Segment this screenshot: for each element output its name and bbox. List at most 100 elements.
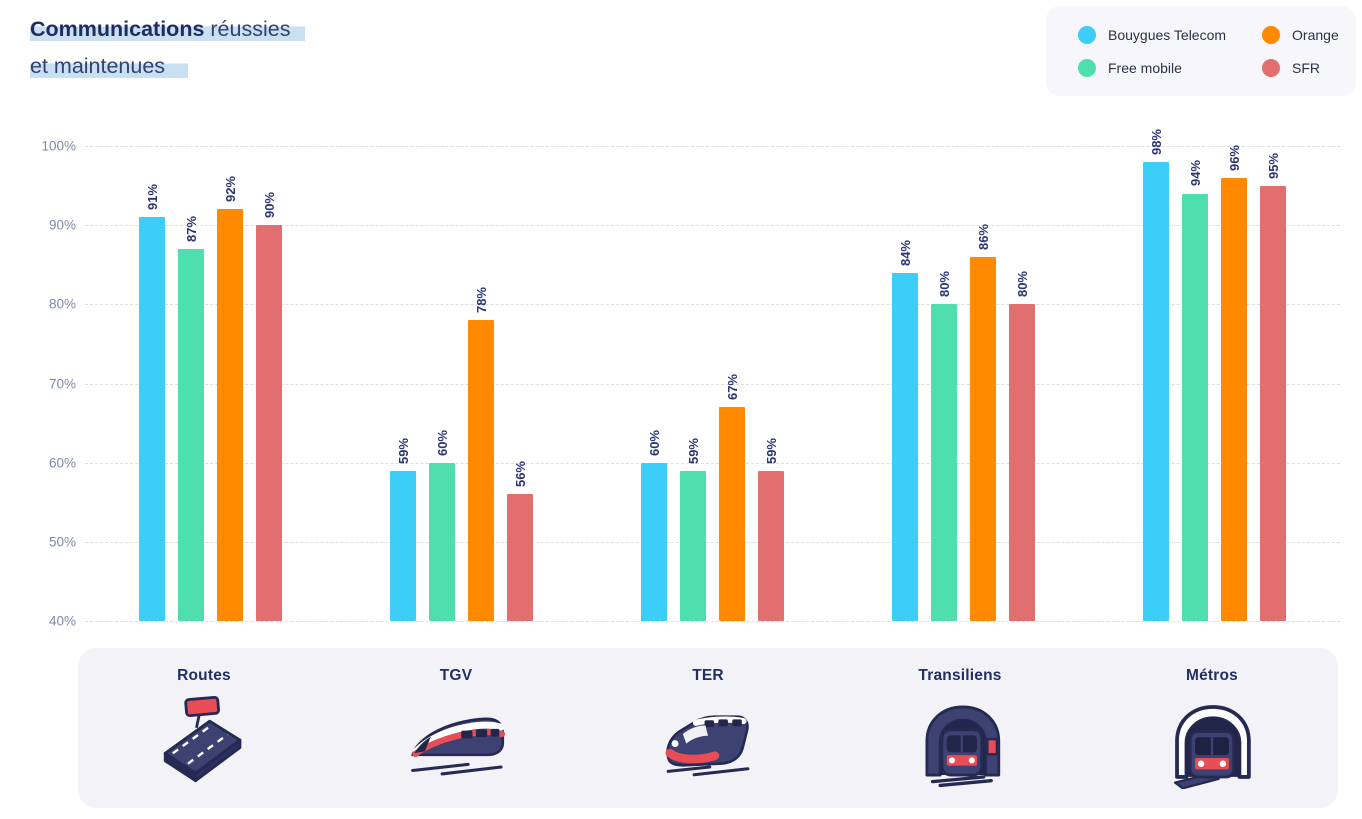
gridline [85, 146, 1340, 147]
bar-sfr: 90% [256, 192, 282, 621]
legend-item-free-mobile: Free mobile [1078, 58, 1226, 77]
legend-dot-orange [1262, 25, 1281, 44]
bar-rect [390, 470, 416, 621]
y-tick-label: 40% [48, 613, 76, 629]
legend-label: Free mobile [1108, 59, 1182, 76]
bar-free-mobile: 94% [1182, 160, 1208, 621]
bars: 91% 87% 92% 90% 59% 60% 78% 56% 60% 59% 67% 59% 84% 8… [85, 129, 1340, 621]
plot-area: 91% 87% 92% 90% 59% 60% 78% 56% 60% 59% 67% 59% 84% 8… [85, 129, 1340, 622]
legend-dot-free-mobile [1078, 58, 1096, 77]
category-label: TER [692, 667, 724, 684]
legend-dot-bouygues-telecom [1078, 25, 1096, 44]
bar-rect [1221, 177, 1247, 621]
bar-value-label: 80% [1014, 271, 1030, 298]
chart-title-line-2: et maintenues [30, 48, 305, 85]
y-tick-label: 100% [41, 138, 76, 154]
bar-orange: 86% [970, 224, 996, 621]
y-axis: 100% 90% 80% 70% 60% 50% 40% [14, 139, 76, 629]
y-tick-label: 50% [48, 534, 76, 550]
y-tick-label: 60% [48, 455, 76, 471]
gridline [85, 462, 1340, 464]
category-label: Transiliens [918, 667, 1002, 684]
bar-value-label: 87% [183, 215, 199, 242]
bar-rect [507, 494, 533, 621]
legend-label: Orange [1292, 26, 1339, 43]
bar-value-label: 59% [763, 437, 779, 464]
bar-value-label: 59% [395, 437, 411, 464]
bar-rect [1143, 161, 1169, 621]
legend-label: Bouygues Telecom [1108, 26, 1227, 43]
bar-value-label: 67% [724, 374, 740, 401]
bar-rect [680, 470, 706, 621]
legend-item-bouygues-telecom: Bouygues Telecom [1078, 25, 1227, 44]
gridline [85, 621, 1340, 622]
bar-orange: 78% [468, 287, 494, 621]
road-icon [163, 695, 242, 783]
bar-orange: 67% [719, 374, 745, 621]
bar-free-mobile: 87% [178, 216, 204, 621]
bar-value-label: 56% [512, 461, 528, 488]
bar-rect [931, 304, 957, 621]
category-transiliens: Transiliens [834, 667, 1086, 808]
bar-value-label: 78% [473, 287, 489, 314]
bar-bouygues-telecom: 59% [390, 438, 416, 621]
category-panel: Routes TGV [78, 648, 1338, 808]
legend-item-orange: Orange [1262, 25, 1339, 44]
bar-orange: 92% [217, 176, 243, 621]
bar-sfr: 56% [507, 461, 533, 621]
bar-free-mobile: 59% [680, 438, 706, 621]
bar-free-mobile: 80% [931, 271, 957, 621]
category-metros: Métros [1086, 667, 1338, 808]
bar-bouygues-telecom: 91% [139, 184, 165, 621]
chart-title-rest: réussies [204, 17, 291, 41]
bar-value-label: 80% [936, 271, 952, 298]
gridline [85, 541, 1340, 543]
legend-label: SFR [1292, 59, 1321, 76]
bar-value-label: 95% [1265, 152, 1281, 179]
chart-title-bold: Communications [30, 17, 205, 41]
bar-bouygues-telecom: 98% [1143, 129, 1169, 621]
bar-sfr: 59% [758, 438, 784, 621]
bar-group-m-tros: 98% 94% 96% 95% [1089, 129, 1340, 621]
bar-value-label: 98% [1148, 128, 1164, 155]
bar-value-label: 59% [685, 437, 701, 464]
bar-rect [468, 320, 494, 621]
bar-value-label: 90% [261, 192, 277, 219]
chart-title: Communications réussies et maintenues [30, 11, 306, 85]
bar-rect [1182, 193, 1208, 621]
legend-item-sfr: SFR [1262, 58, 1339, 77]
bar-bouygues-telecom: 84% [892, 240, 918, 621]
bar-sfr: 80% [1009, 271, 1035, 621]
bar-rect [178, 248, 204, 621]
y-tick-label: 80% [48, 296, 76, 312]
gridline [85, 383, 1340, 385]
chart-title-line-1: Communications réussies [30, 11, 306, 48]
bar-value-label: 60% [646, 429, 662, 456]
y-tick-label: 70% [48, 376, 76, 391]
legend-dot-sfr [1262, 58, 1281, 77]
legend: Bouygues Telecom Orange Free mobile SFR [1046, 6, 1356, 96]
bar-bouygues-telecom: 60% [641, 430, 667, 621]
bar-rect [256, 225, 282, 621]
bar-value-label: 84% [897, 239, 913, 266]
bar-rect [970, 256, 996, 621]
tgv-train-icon [411, 717, 505, 776]
gridline [85, 304, 1340, 306]
bar-value-label: 86% [975, 223, 991, 250]
transilien-tunnel-train-icon [925, 705, 1001, 788]
gridline [85, 225, 1340, 227]
bar-rect [719, 407, 745, 621]
category-label: Routes [177, 667, 231, 684]
bar-value-label: 96% [1226, 144, 1242, 171]
bar-rect [1260, 185, 1286, 621]
category-tgv: TGV [330, 667, 582, 808]
category-ter: TER [582, 667, 834, 808]
bar-group-transiliens: 84% 80% 86% 80% [838, 146, 1089, 621]
bar-free-mobile: 60% [429, 430, 455, 621]
y-tick-label: 90% [48, 217, 76, 233]
bar-sfr: 95% [1260, 153, 1286, 621]
bar-rect [429, 462, 455, 621]
category-label: Métros [1185, 667, 1238, 684]
category-label: TGV [439, 667, 473, 684]
